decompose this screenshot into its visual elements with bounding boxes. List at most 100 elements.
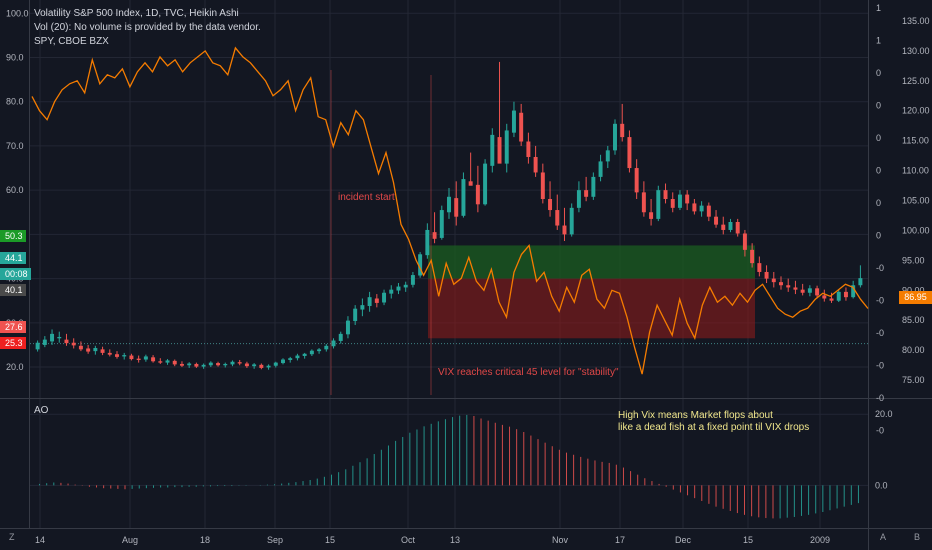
vix-candle [223,363,228,366]
vix-candle [511,110,516,133]
mid-axis-label: -0 [876,328,884,338]
vix-candle [78,345,83,350]
vix-candle [360,305,365,310]
vix-candle [786,285,791,288]
ao-axis-label: 0.0 [875,480,888,490]
vix-candle [237,362,242,364]
mid-axis-label: 0 [876,231,881,241]
vix-candle [627,137,632,169]
legend-volume[interactable]: Vol (20): No volume is provided by the d… [34,22,261,33]
vix-candle [663,190,668,199]
vix-candle [569,207,574,235]
zoom-button[interactable]: Z [9,532,15,542]
x-axis-label: 18 [200,535,210,545]
vix-candle [699,205,704,212]
vix-candle [266,365,271,368]
ao-indicator-label[interactable]: AO [34,405,49,416]
mid-axis-label: -0 [876,426,884,436]
legend-spy[interactable]: SPY, CBOE BZX [34,36,109,47]
right-axis-label: 120.00 [902,106,930,116]
vix-candle [447,196,451,213]
note-line-2: like a dead fish at a fixed point til VI… [618,422,809,433]
vix-candle [504,130,509,164]
vix-candle [367,297,372,307]
vix-candle [136,358,141,360]
vix-candle [735,221,740,234]
vix-candle [345,320,350,335]
vix-candle [576,190,581,208]
x-axis-label: 15 [743,535,753,545]
vix-candle [382,292,387,303]
price-badge: 00:08 [0,268,31,280]
right-axis-label: 135.00 [902,16,930,26]
mid-axis-label: 0 [876,68,881,78]
auto-scale-button[interactable]: A [880,532,887,542]
vix-candle [548,199,553,211]
spy-price-badge: 86.95 [899,291,932,304]
vix-candle [490,134,495,166]
vix-candle [439,210,444,238]
mid-axis-label: -0 [876,263,884,273]
right-axis-label: 100.00 [902,225,930,235]
vix-candle [677,194,682,208]
x-axis-label: 15 [325,535,335,545]
x-axis-label: 14 [35,535,45,545]
vix-candle [649,212,654,219]
vix-candle [418,254,423,276]
vix-candle [107,352,112,355]
vix-candle [158,361,163,363]
vix-candle [858,278,863,286]
vix-candle [273,362,278,366]
right-axis-label: 90.00 [902,285,925,295]
legend-symbol[interactable]: Volatility S&P 500 Index, 1D, TVC, Heiki… [34,8,239,19]
b-button[interactable]: B [914,532,921,542]
spy-line [31,46,869,375]
vix-candle [432,232,437,239]
vix-candle [396,286,401,291]
mid-axis-label: 0 [876,133,881,143]
x-axis-label: 17 [615,535,625,545]
vix-candle [793,287,798,290]
mid-axis-label: 0 [876,101,881,111]
vix-candle [526,141,531,157]
mid-axis-label: -0 [876,361,884,371]
vix-candle [706,205,711,217]
vix-candle [598,161,603,177]
vix-candle [374,298,379,303]
left-axis-label: 100.0 [6,8,29,18]
vix-candle [115,354,119,357]
vix-candle [100,349,105,353]
x-axis-label: Sep [267,535,283,545]
vix-candle [35,342,40,350]
vix-candle [519,112,524,142]
vix-candle [389,289,394,294]
right-axis-label: 95.00 [902,255,925,265]
vix-candle [288,358,293,360]
mid-axis-label: 1 [876,36,881,46]
vix-candle [771,278,776,283]
left-axis-label: 60.0 [6,185,24,195]
price-badge: 27.6 [0,321,26,333]
vix-candle [468,181,473,186]
mid-axis-label: 0 [876,198,881,208]
vix-candle [685,194,690,204]
vix-candle [179,363,184,366]
vix-candle [483,163,488,205]
vix-candle [670,199,675,208]
mid-axis-label: -0 [876,296,884,306]
vix-level-annotation: VIX reaches critical 45 level for "stabi… [438,367,619,378]
vix-candle [533,156,538,173]
left-axis-label: 70.0 [6,141,24,151]
left-axis-label: 20.0 [6,362,24,372]
incident-start-annotation: incident start [338,192,395,203]
x-axis-label: Aug [122,535,138,545]
vix-candle [86,348,91,352]
vix-candle [656,190,661,219]
vix-candle [165,360,170,363]
vix-candle [425,229,430,256]
vix-candle [122,355,127,357]
right-axis-label: 130.00 [902,46,930,56]
vix-candle [714,216,719,225]
vix-candle [42,339,47,345]
red-zone-box [428,278,755,339]
